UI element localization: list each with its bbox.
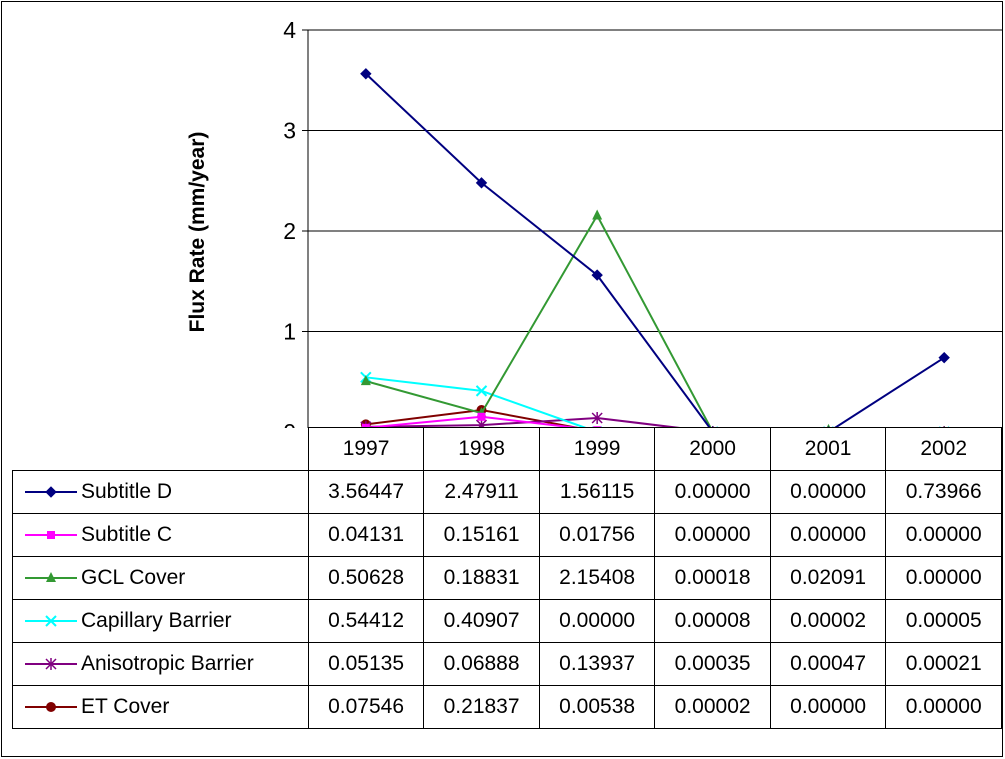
y-tick-label: 1 (283, 319, 296, 345)
table-row: Capillary Barrier 0.54412 0.40907 0.00000 0.… (12, 599, 1002, 643)
table-header-row: 1997 1998 1999 2000 2001 2002 (12, 427, 1002, 471)
y-tick-label: 3 (283, 118, 296, 144)
legend-label: GCL Cover (81, 566, 186, 589)
table-row: GCL Cover 0.50628 0.18831 2.15408 0.00018 0.0… (12, 556, 1002, 600)
data-label: 2.15408 (538, 556, 656, 600)
data-label: 0.40907 (423, 599, 540, 643)
data-label: 0.21837 (423, 685, 540, 729)
data-label: 0.00000 (769, 685, 887, 729)
table-row: Anisotropic Barrier 0.05135 0.06888 0.13937… (12, 642, 1002, 686)
data-point (592, 209, 603, 220)
data-point (360, 375, 371, 386)
legend-label: ET Cover (81, 695, 170, 718)
data-label: 0.00000 (769, 470, 887, 514)
y-axis-label: Flux Rate (mm/year) (186, 132, 209, 333)
x-tick-label: 2000 (654, 427, 771, 471)
data-label: 0.00000 (538, 599, 656, 643)
data-label: 2.47911 (423, 470, 540, 514)
series-subtitle-d (360, 68, 950, 438)
y-tick-label: 2 (283, 218, 296, 244)
x-tick-label: 2001 (769, 427, 887, 471)
data-point (591, 269, 603, 281)
legend-label: Subtitle D (81, 480, 173, 503)
marker-square (47, 531, 55, 540)
legend-entry: Subtitle C (12, 513, 309, 557)
data-label: 0.50628 (307, 556, 425, 600)
legend-key (25, 486, 77, 499)
data-point (477, 412, 486, 421)
data-label: 0.00000 (885, 685, 1002, 729)
data-point (360, 68, 372, 80)
marker-triangle (46, 572, 56, 583)
legend-key (25, 615, 77, 628)
legend-entry: ET Cover (12, 685, 309, 729)
data-label: 0.00000 (885, 556, 1002, 600)
series-line (365, 213, 945, 433)
data-label: 0.00005 (885, 599, 1002, 643)
data-label: 0.00000 (654, 470, 771, 514)
data-point (475, 385, 488, 397)
data-label: 0.00008 (654, 599, 771, 643)
data-label: 0.18831 (423, 556, 540, 600)
data-label: 0.54412 (307, 599, 425, 643)
legend-key (25, 572, 77, 583)
table-row: ET Cover 0.07546 0.21837 0.00538 0.00002 0.00… (12, 685, 1002, 729)
legend-label: Anisotropic Barrier (81, 652, 254, 675)
data-label: 0.01756 (538, 513, 656, 557)
data-label: 0.00002 (654, 685, 771, 729)
legend-entry: Subtitle D (12, 470, 309, 514)
marker-x (45, 615, 57, 628)
y-tick-label: 4 (283, 17, 296, 43)
data-table: 1997 1998 1999 2000 2001 2002 Subtitle D 3.5644… (12, 427, 1002, 729)
data-label: 0.00000 (769, 513, 887, 557)
legend-key (25, 531, 77, 540)
data-label: 0.15161 (423, 513, 540, 557)
legend-entry: Anisotropic Barrier (12, 642, 309, 686)
data-label: 1.56115 (538, 470, 656, 514)
x-tick-label: 1999 (538, 427, 656, 471)
legend-label: Subtitle C (81, 523, 173, 546)
data-label: 0.02091 (769, 556, 887, 600)
x-tick-label: 1997 (307, 427, 425, 471)
data-label: 0.00035 (654, 642, 771, 686)
marker-diamond (45, 486, 57, 499)
series-gcl-cover (360, 209, 950, 436)
data-label: 3.56447 (307, 470, 425, 514)
data-label: 0.07546 (307, 685, 425, 729)
data-label: 0.06888 (423, 642, 540, 686)
table-row: Subtitle C 0.04131 0.15161 0.01756 0.00000 0.… (12, 513, 1002, 557)
data-label: 0.04131 (307, 513, 425, 557)
data-label: 0.00021 (885, 642, 1002, 686)
legend-entry: Capillary Barrier (12, 599, 309, 643)
marker-star (45, 658, 57, 671)
data-point (475, 177, 488, 189)
data-label: 0.13937 (538, 642, 656, 686)
series-line (365, 73, 945, 433)
data-label: 0.00018 (654, 556, 771, 600)
data-label: 0.73966 (885, 470, 1002, 514)
legend-label: Capillary Barrier (81, 609, 232, 632)
data-label: 0.05135 (307, 642, 425, 686)
table-row: Subtitle D 3.56447 2.47911 1.56115 0.00000 0.… (12, 470, 1002, 514)
legend-key (25, 658, 77, 671)
data-label: 0.00047 (769, 642, 887, 686)
table-corner (12, 427, 309, 471)
data-point (591, 411, 603, 424)
marker-circle (46, 702, 56, 713)
x-tick-label: 2002 (885, 427, 1002, 471)
legend-key (25, 702, 77, 713)
data-label: 0.00002 (769, 599, 887, 643)
legend-entry: GCL Cover (12, 556, 309, 600)
data-label: 0.00000 (885, 513, 1002, 557)
data-label: 0.00000 (654, 513, 771, 557)
data-point (938, 351, 950, 364)
x-tick-label: 1998 (423, 427, 540, 471)
data-label: 0.00538 (538, 685, 656, 729)
